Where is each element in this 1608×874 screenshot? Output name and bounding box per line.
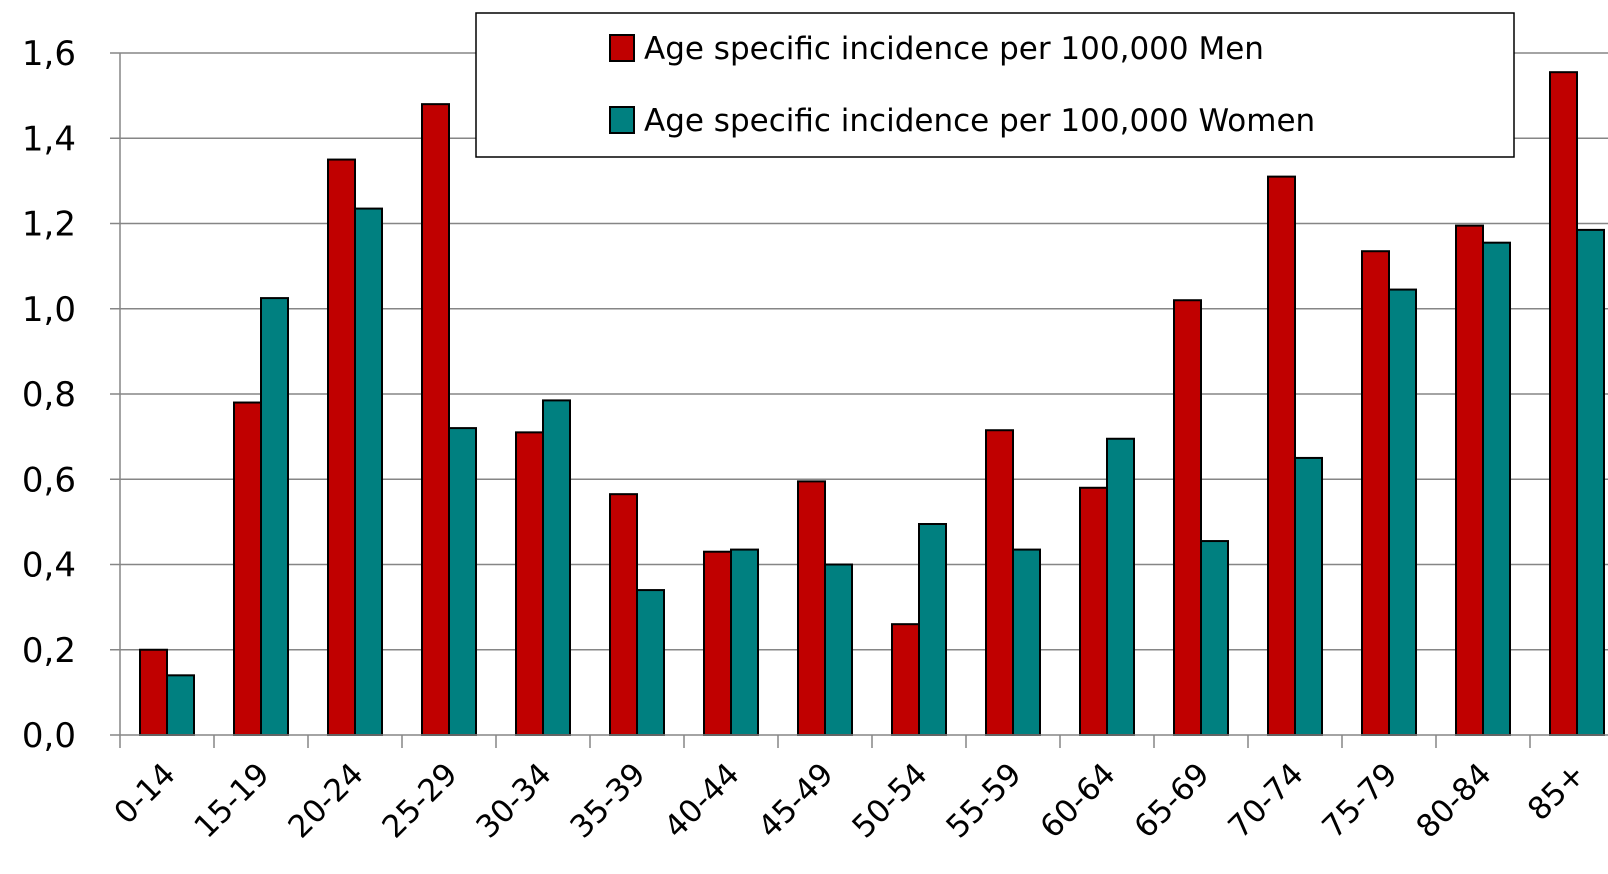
bar-men — [1079, 486, 1108, 736]
legend-label-men: Age specific incidence per 100,000 Men — [644, 31, 1264, 67]
bar-women — [1012, 548, 1041, 736]
x-tick-labels: 0-14 15-19 20-24 25-29 30-34 35-39 40-44 45-49 5… — [107, 756, 1592, 845]
bar-men — [1361, 250, 1390, 737]
y-tick-label: 1,2 — [22, 205, 76, 245]
y-tick-label: 0,8 — [22, 375, 76, 415]
legend: Age specific incidence per 100,000 Men A… — [475, 12, 1515, 158]
bar-men — [421, 103, 450, 736]
x-tick-label: 50-54 — [845, 756, 934, 845]
bar-women — [1294, 456, 1323, 736]
x-tick-label: 0-14 — [107, 756, 182, 831]
bar-women — [1576, 228, 1605, 737]
y-tick-label: 0,2 — [22, 631, 76, 671]
x-tick-label: 45-49 — [751, 756, 840, 845]
bar-women — [260, 297, 289, 736]
x-tick-label: 70-74 — [1221, 756, 1310, 845]
x-tick-label: 85+ — [1521, 756, 1593, 828]
x-tick-label: 60-64 — [1033, 756, 1122, 845]
bar-women — [448, 427, 477, 736]
bar-women — [542, 399, 571, 736]
x-tick-label: 75-79 — [1315, 756, 1404, 845]
bar-women — [166, 674, 195, 737]
bar-men — [515, 431, 544, 736]
bar-men — [1455, 224, 1484, 736]
x-tick-label: 30-34 — [469, 756, 558, 845]
legend-swatch-women — [609, 106, 635, 134]
bar-women — [918, 523, 947, 736]
bar-women — [354, 207, 383, 737]
axes — [119, 53, 1608, 748]
bars — [139, 71, 1605, 737]
legend-box — [475, 12, 1515, 158]
bar-men — [139, 648, 168, 736]
bar-men — [327, 158, 356, 736]
x-tick-label: 15-19 — [187, 756, 276, 845]
bar-men — [1173, 299, 1202, 736]
bar-men — [703, 550, 732, 737]
x-tick-label: 25-29 — [375, 756, 464, 845]
bar-men — [233, 401, 262, 736]
bar-men — [1267, 175, 1296, 737]
bar-women — [636, 589, 665, 737]
x-tick-label: 35-39 — [563, 756, 652, 845]
x-tick-label: 20-24 — [281, 756, 370, 845]
y-tick-labels: 0,0 0,2 0,4 0,6 0,8 1,0 1,2 1,4 1,6 — [22, 34, 76, 756]
bar-women — [1106, 437, 1135, 736]
bar-men — [891, 623, 920, 736]
y-tick-label: 0,0 — [22, 716, 76, 756]
x-tick-label: 65-69 — [1127, 756, 1216, 845]
bar-men — [609, 493, 638, 737]
x-tick-label: 40-44 — [657, 756, 746, 845]
x-tick-label: 80-84 — [1409, 756, 1498, 845]
bar-women — [1200, 540, 1229, 737]
bar-women — [1388, 288, 1417, 736]
y-tick-label: 1,4 — [22, 119, 76, 159]
legend-label-women: Age specific incidence per 100,000 Women — [644, 103, 1315, 139]
bar-men — [797, 480, 826, 736]
y-tick-label: 1,6 — [22, 34, 76, 74]
bar-women — [730, 548, 759, 736]
y-tick-label: 0,6 — [22, 460, 76, 500]
y-tick-label: 0,4 — [22, 546, 76, 586]
legend-swatch-men — [609, 34, 635, 62]
bar-men — [985, 429, 1014, 736]
y-tick-label: 1,0 — [22, 290, 76, 330]
bar-women — [1482, 241, 1511, 736]
bar-women — [824, 563, 853, 736]
bar-men — [1549, 71, 1578, 736]
x-tick-label: 55-59 — [939, 756, 1028, 845]
